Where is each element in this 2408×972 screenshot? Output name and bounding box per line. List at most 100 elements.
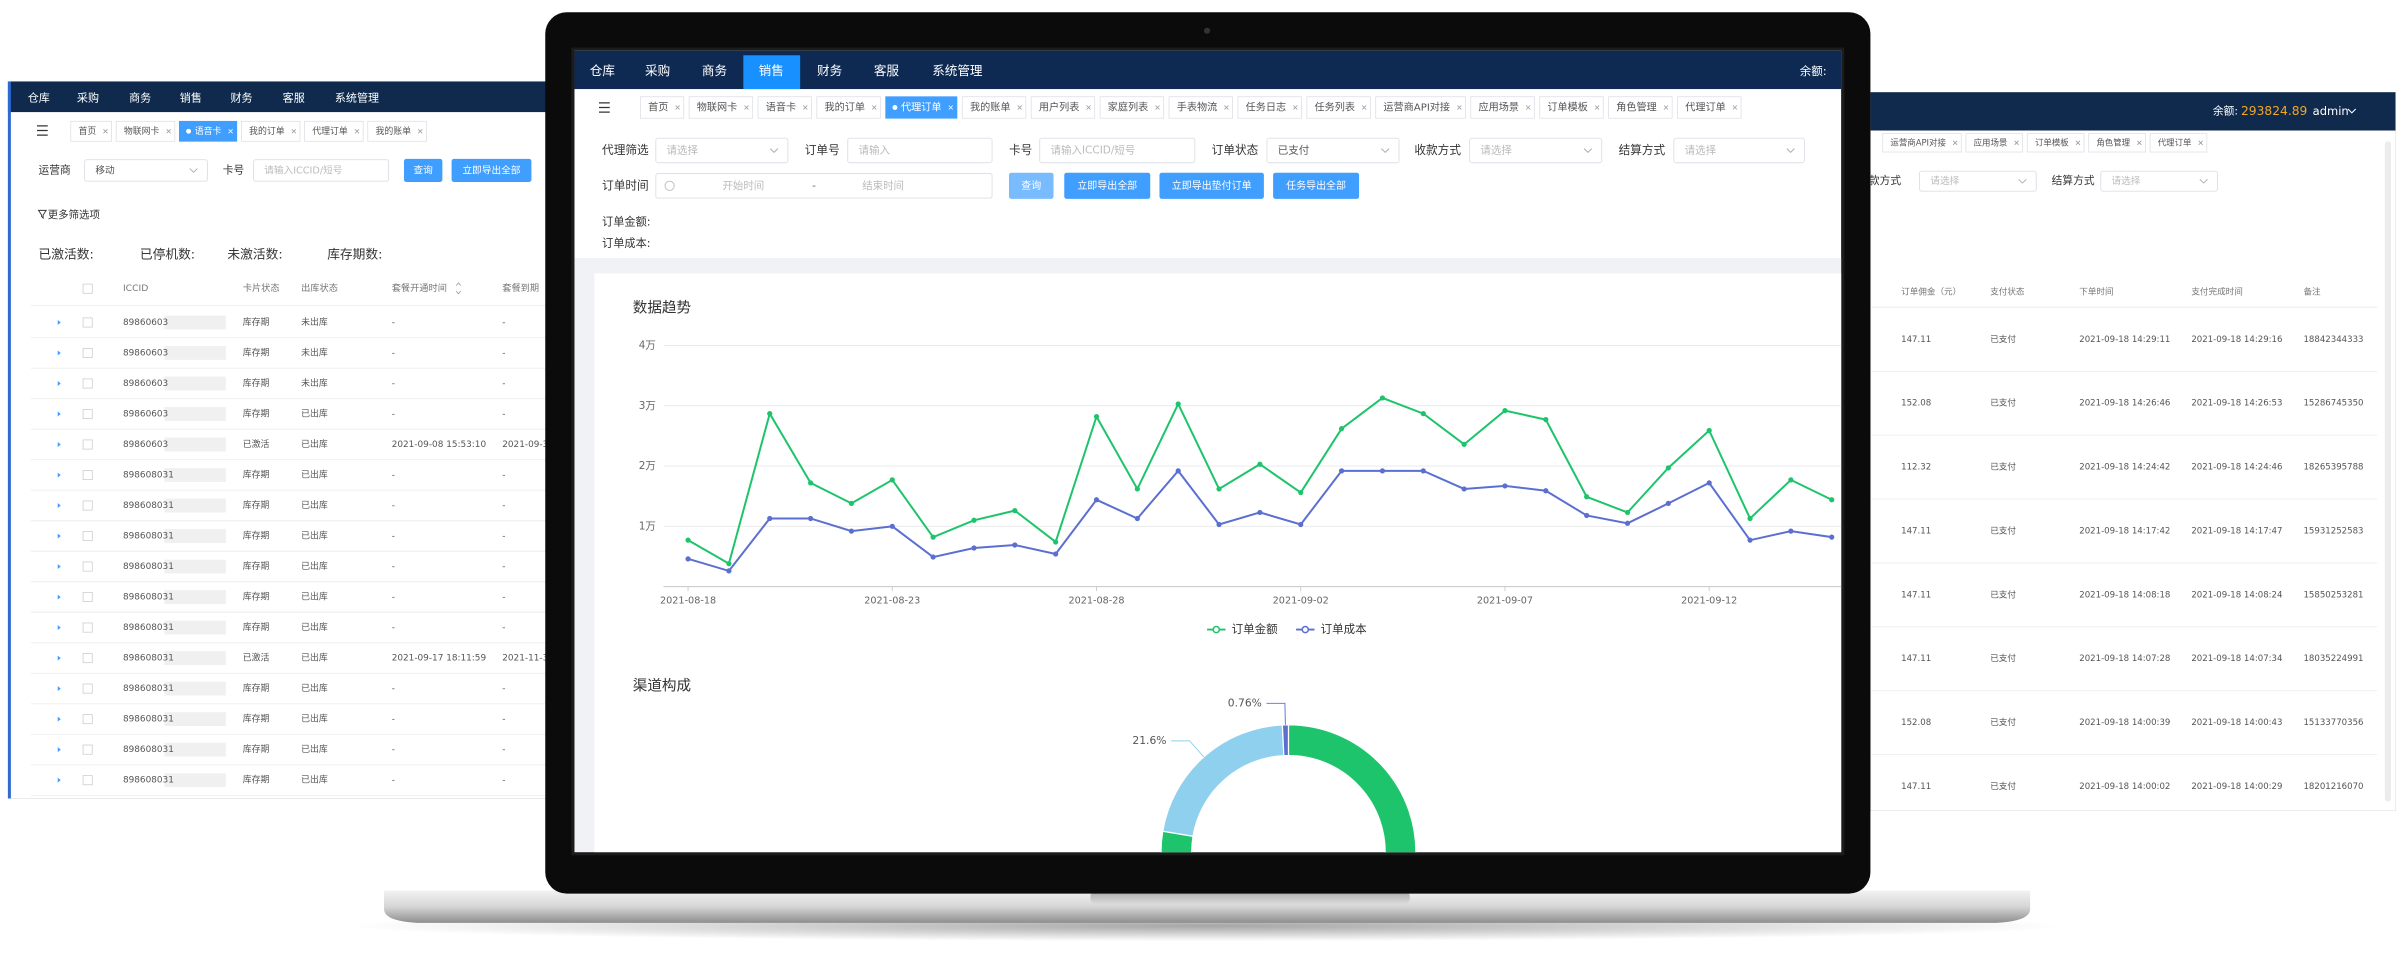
- tab: [1375, 96, 1466, 119]
- button[interactable]: [451, 158, 532, 182]
- expand-arrow[interactable]: [57, 777, 61, 783]
- expand-arrow[interactable]: [57, 625, 61, 631]
- cell: -: [392, 745, 395, 755]
- tab-close: [2137, 140, 2142, 146]
- dropdown-arrow: [2018, 179, 2027, 184]
- expand-arrow[interactable]: [57, 503, 61, 508]
- legend-label: 订单金额: [1232, 622, 1278, 636]
- tab-close: [744, 105, 749, 110]
- y-tick-label: 4万: [639, 339, 656, 351]
- expand-arrow[interactable]: [57, 411, 61, 417]
- checkbox[interactable]: [82, 561, 93, 572]
- checkbox[interactable]: [82, 775, 93, 786]
- expand-arrow[interactable]: [57, 686, 61, 692]
- stat-label: 已停机数:: [140, 246, 195, 262]
- cell: 已支付: [1990, 397, 2016, 409]
- masked-digits: [164, 712, 226, 727]
- data-point: [1584, 494, 1590, 500]
- expand-arrow[interactable]: [57, 442, 61, 447]
- tab: [179, 120, 238, 142]
- checkbox[interactable]: [82, 592, 93, 603]
- checkbox[interactable]: [82, 653, 93, 664]
- checkbox[interactable]: [82, 317, 93, 328]
- center-screen: 仓库 采购 商务 销售 财务 客服 系统管理 余额: 首页 物联网卡 语音卡 我的订单 代理订单 我的账单…: [574, 50, 1842, 853]
- x-tick-label: 2021-08-28: [1068, 595, 1124, 606]
- x-tick-label: 2021-09-02: [1273, 595, 1329, 606]
- expand-arrow[interactable]: [57, 533, 61, 539]
- input-box: [655, 137, 789, 164]
- button[interactable]: [1064, 172, 1151, 199]
- checkbox[interactable]: [82, 744, 93, 755]
- checkbox[interactable]: [82, 622, 93, 633]
- checkbox[interactable]: [82, 531, 93, 542]
- data-point: [685, 556, 691, 562]
- cell: 18201216070: [2303, 782, 2363, 792]
- data-point: [1134, 515, 1140, 522]
- button[interactable]: [403, 158, 443, 182]
- cell: 2021-09-18 14:29:11: [2079, 335, 2170, 345]
- cell: 147.11: [1901, 590, 1931, 600]
- nav-accent: [7, 81, 11, 799]
- tab: [1539, 96, 1604, 119]
- tab: [1237, 96, 1302, 119]
- data-point: [726, 568, 732, 574]
- checkbox[interactable]: [82, 683, 93, 694]
- cell: 2021-09-3: [502, 440, 548, 450]
- input-placeholder: 请输入ICCID/短号: [1050, 143, 1135, 156]
- more-filters: 更多筛选项: [48, 208, 101, 221]
- expand-arrow[interactable]: [57, 716, 61, 722]
- data-point: [971, 545, 977, 551]
- cell: 89860603: [123, 409, 168, 419]
- cell: 库存期: [243, 743, 270, 755]
- column-header: 卡片状态: [243, 282, 280, 294]
- button-label: 查询: [414, 164, 434, 176]
- expand-arrow[interactable]: [57, 320, 61, 325]
- cell: -: [502, 684, 505, 694]
- data-point: [807, 480, 814, 486]
- button[interactable]: [1159, 172, 1264, 199]
- button[interactable]: [1273, 172, 1360, 199]
- data-point: [1338, 426, 1345, 432]
- tab: [640, 96, 685, 119]
- expand-arrow[interactable]: [57, 747, 61, 753]
- cell: -: [502, 348, 505, 358]
- expand-arrow[interactable]: [57, 350, 61, 356]
- checkbox[interactable]: [82, 470, 93, 481]
- cell: 147.11: [1901, 335, 1931, 345]
- nav-bar: [7, 81, 576, 113]
- checkbox[interactable]: [82, 500, 93, 511]
- checkbox[interactable]: [82, 378, 93, 389]
- input-box: [1266, 137, 1400, 164]
- checkbox[interactable]: [82, 714, 93, 725]
- tab-close: [2198, 140, 2203, 146]
- column-header: 套餐到期: [502, 282, 539, 294]
- cell: 15850253281: [2303, 590, 2363, 600]
- tab-close: [948, 105, 954, 110]
- checkbox[interactable]: [82, 347, 93, 358]
- cell: -: [392, 409, 395, 419]
- expand-arrow[interactable]: [57, 472, 61, 478]
- cell: 未出库: [301, 377, 328, 389]
- button[interactable]: [1008, 172, 1054, 199]
- right-screen: 余额: 293824.89 admin 运营商API对接 应用场景 订单模板 角色管理 代理订…: [1870, 92, 2396, 811]
- cell: 2021-09-18 14:08:18: [2079, 590, 2170, 600]
- nav-item: 财务: [230, 90, 252, 104]
- cell: -: [502, 379, 505, 389]
- nav-item: 销售: [180, 90, 202, 104]
- cell: 已出库: [301, 560, 328, 572]
- filter-label: 代理筛选: [602, 143, 649, 157]
- laptop-notch: [1090, 890, 1410, 905]
- input-box: [1919, 170, 2037, 192]
- tab-label: 代理订单: [1685, 101, 1726, 113]
- tab-close: [1952, 140, 1958, 146]
- cell: 库存期: [243, 316, 270, 328]
- expand-arrow[interactable]: [57, 594, 61, 600]
- cell: 898608031: [123, 471, 174, 481]
- button-label: 立即导出垫付订单: [1172, 179, 1252, 192]
- expand-arrow[interactable]: [57, 655, 61, 661]
- expand-arrow[interactable]: [57, 381, 61, 386]
- checkbox[interactable]: [82, 439, 93, 450]
- expand-arrow[interactable]: [57, 564, 61, 570]
- cell: 15286745350: [2303, 399, 2363, 409]
- checkbox[interactable]: [82, 409, 93, 419]
